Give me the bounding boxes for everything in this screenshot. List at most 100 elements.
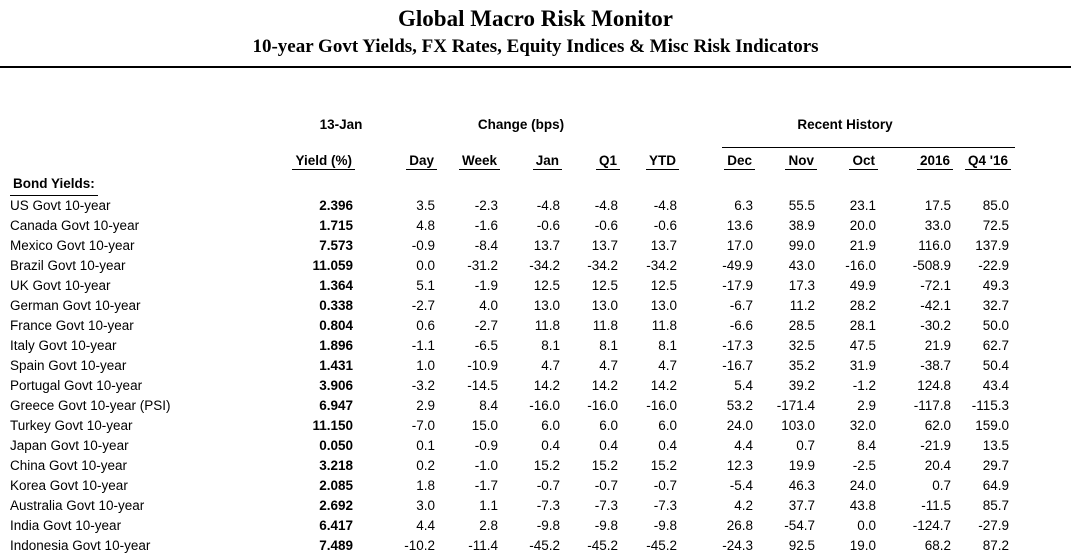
cell-change-q1: -34.2 [587, 258, 618, 273]
cell-change-day: 3.5 [416, 198, 435, 213]
cell-change-q1: 8.1 [599, 338, 618, 353]
cell-change-q1: 13.7 [591, 238, 618, 253]
cell-history-dec: -6.7 [729, 298, 753, 313]
cell-history-2016: 68.2 [924, 538, 951, 553]
table-row: US Govt 10-year 2.396 3.5 -2.3 -4.8 -4.8… [0, 196, 1071, 216]
cell-history-q4-16: 50.0 [982, 318, 1010, 333]
row-label: France Govt 10-year [10, 318, 134, 333]
cell-history-oct: 24.0 [849, 478, 876, 493]
cell-change-ytd: 13.7 [650, 238, 677, 253]
cell-history-dec: -5.4 [729, 478, 753, 493]
cell-history-q4-16: 32.7 [982, 298, 1010, 313]
cell-history-oct: 32.0 [849, 418, 876, 433]
cell-history-q4-16: 87.2 [982, 538, 1010, 553]
cell-history-q4-16: 64.9 [982, 478, 1010, 493]
cell-history-2016: 62.0 [924, 418, 951, 433]
cell-yield: 7.489 [319, 538, 353, 553]
cell-change-week: -1.0 [474, 458, 498, 473]
cell-change-week: -31.2 [467, 258, 498, 273]
cell-change-week: -2.3 [474, 198, 498, 213]
row-label: Canada Govt 10-year [10, 218, 140, 233]
cell-history-q4-16: 159.0 [975, 418, 1010, 433]
cell-history-2016: 33.0 [924, 218, 951, 233]
cell-change-q1: -4.8 [594, 198, 618, 213]
cell-history-q4-16: 85.7 [982, 498, 1010, 513]
cell-history-dec: -49.9 [722, 258, 753, 273]
cell-history-oct: 21.9 [849, 238, 876, 253]
cell-change-jan: 11.8 [534, 318, 560, 333]
group-header-date: 13-Jan [319, 117, 363, 132]
cell-history-q4-16: -22.9 [978, 258, 1010, 273]
cell-change-q1: 4.7 [599, 358, 618, 373]
cell-filler [1011, 376, 1071, 396]
cell-history-nov: 19.9 [788, 458, 815, 473]
row-label: Spain Govt 10-year [10, 358, 127, 373]
cell-history-2016: 21.9 [924, 338, 951, 353]
cell-history-nov: 103.0 [781, 418, 815, 433]
cell-history-q4-16: 85.0 [982, 198, 1010, 213]
column-header-empty [0, 148, 285, 174]
cell-history-2016: -11.5 [921, 498, 951, 513]
cell-history-oct: 0.0 [857, 518, 876, 533]
table-row: India Govt 10-year 6.417 4.4 2.8 -9.8 -9… [0, 516, 1071, 536]
cell-history-nov: 43.0 [788, 258, 815, 273]
table-row: China Govt 10-year 3.218 0.2 -1.0 15.2 1… [0, 456, 1071, 476]
cell-change-ytd: -4.8 [653, 198, 677, 213]
row-label: German Govt 10-year [10, 298, 141, 313]
table-body: Bond Yields: US Govt 10-year 2.396 3.5 -… [0, 174, 1071, 554]
cell-change-q1: 13.0 [591, 298, 618, 313]
cell-yield: 3.218 [319, 458, 353, 473]
cell-change-day: 5.1 [416, 278, 435, 293]
cell-change-jan: 6.0 [541, 418, 560, 433]
cell-change-day: 1.0 [416, 358, 435, 373]
cell-filler [1011, 336, 1071, 356]
cell-history-q4-16: 49.3 [982, 278, 1010, 293]
cell-history-nov: 92.5 [788, 538, 815, 553]
cell-yield: 1.896 [319, 338, 353, 353]
cell-change-day: -10.2 [404, 538, 435, 553]
cell-change-week: 15.0 [471, 418, 498, 433]
cell-history-2016: -117.8 [913, 398, 951, 413]
cell-history-dec: 53.2 [726, 398, 753, 413]
cell-yield: 7.573 [319, 238, 353, 253]
row-label: Turkey Govt 10-year [10, 418, 133, 433]
table-row: Indonesia Govt 10-year 7.489 -10.2 -11.4… [0, 536, 1071, 554]
cell-change-week: -2.7 [474, 318, 498, 333]
cell-history-oct: -16.0 [845, 258, 876, 273]
table-row: Turkey Govt 10-year 11.150 -7.0 15.0 6.0… [0, 416, 1071, 436]
cell-history-2016: 17.5 [924, 198, 951, 213]
cell-change-q1: 6.0 [599, 418, 618, 433]
cell-change-day: 0.1 [416, 438, 435, 453]
cell-change-day: -2.7 [411, 298, 435, 313]
cell-history-dec: 5.4 [734, 378, 753, 393]
cell-change-jan: 4.7 [541, 358, 560, 373]
cell-change-ytd: 0.4 [658, 438, 677, 453]
row-label: Italy Govt 10-year [10, 338, 117, 353]
cell-filler [1011, 496, 1071, 516]
cell-yield: 6.417 [319, 518, 353, 533]
cell-change-day: -7.0 [411, 418, 435, 433]
cell-yield: 0.050 [319, 438, 353, 453]
group-header-spacer [0, 68, 285, 148]
column-header-2016: 2016 [878, 148, 953, 174]
cell-history-dec: 6.3 [734, 198, 753, 213]
cell-yield: 1.715 [319, 218, 353, 233]
cell-filler [1011, 236, 1071, 256]
cell-change-day: -1.1 [411, 338, 435, 353]
cell-history-2016: 124.8 [917, 378, 951, 393]
cell-yield: 3.906 [319, 378, 353, 393]
cell-history-q4-16: 72.5 [982, 218, 1010, 233]
cell-change-ytd: -7.3 [653, 498, 677, 513]
row-label: UK Govt 10-year [10, 278, 111, 293]
cell-change-q1: 0.4 [599, 438, 618, 453]
cell-change-week: -1.7 [474, 478, 498, 493]
cell-history-dec: 24.0 [726, 418, 753, 433]
cell-history-dec: 12.3 [726, 458, 753, 473]
page-subtitle: 10-year Govt Yields, FX Rates, Equity In… [252, 36, 819, 57]
cell-history-nov: 38.9 [788, 218, 815, 233]
group-header-recent-history: Recent History [679, 68, 1016, 148]
cell-history-nov: 35.2 [788, 358, 815, 373]
row-label: China Govt 10-year [10, 458, 128, 473]
row-label: Japan Govt 10-year [10, 438, 129, 453]
